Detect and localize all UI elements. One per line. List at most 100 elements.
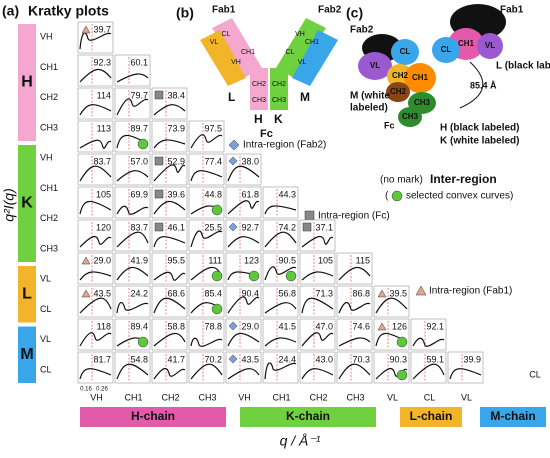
domain-label: CH1: [412, 73, 429, 82]
kratky-curve: [153, 236, 186, 248]
kratky-curve: [116, 363, 149, 380]
kratky-curve: [116, 302, 149, 314]
cell-value: 57.0: [130, 156, 148, 166]
y-axis-label: q²I(q): [1, 188, 17, 221]
kratky-curve: [79, 68, 112, 83]
cell-value: 92.3: [93, 57, 111, 67]
row-label: CH3: [40, 243, 58, 253]
group-bar: [18, 145, 36, 262]
kratky-curve: [79, 368, 112, 380]
kratky-curve: [153, 104, 186, 116]
kratky-curve: [264, 266, 297, 281]
label: M: [300, 90, 310, 104]
arm-l: [200, 30, 246, 86]
kratky-curve: [264, 337, 297, 347]
legend-square: [304, 210, 315, 221]
kratky-curve: [190, 337, 223, 347]
kratky-curve: [338, 337, 371, 347]
plot-cell: [151, 351, 188, 384]
legend-text: Intra-region (Fab2): [243, 140, 326, 151]
column-label: VH: [90, 392, 103, 402]
cell-value: 81.7: [93, 354, 111, 364]
kratky-curve: [338, 302, 371, 314]
kratky-curve: [227, 296, 260, 314]
marker-circle: [211, 303, 223, 315]
row-label: CH3: [40, 122, 58, 132]
domain-label: VL: [298, 59, 307, 66]
marker-triangle: [81, 25, 91, 34]
kratky-curve: [301, 236, 334, 248]
cell-value: 59.1: [426, 354, 444, 364]
kratky-curve: [190, 170, 223, 182]
domain-label: CL: [222, 31, 231, 38]
label: Fc: [260, 128, 273, 140]
domain-label: CH2: [390, 87, 407, 96]
cell-value: 105: [96, 189, 111, 199]
chain-label: L-chain: [410, 409, 453, 423]
cell-value: 29.0: [93, 255, 111, 265]
marker-diamond: [228, 354, 238, 364]
kratky-curve: [227, 332, 260, 347]
label: Fab2: [350, 25, 374, 36]
domain-label: CH2: [272, 81, 286, 88]
kratky-curve: [412, 363, 445, 380]
domain-label: VH: [474, 17, 485, 26]
cell-value: 54.8: [130, 354, 148, 364]
kratky-curve: [79, 32, 112, 50]
kratky-curve: [227, 368, 260, 380]
domain-label: CH1: [241, 49, 255, 56]
plot-cell: [188, 351, 225, 384]
domain-label: CH3: [272, 97, 286, 104]
kratky-curve: [116, 231, 149, 248]
label: H: [254, 112, 263, 126]
kratky-curve: [116, 266, 149, 281]
marker-triangle: [81, 289, 91, 298]
kratky-curve: [190, 134, 223, 149]
plot-cell: [336, 318, 373, 351]
stem-h: [250, 68, 268, 110]
kratky-curve: [227, 165, 260, 182]
cell-value: 41.7: [167, 354, 185, 364]
column-label: CL: [529, 369, 541, 379]
kratky-curve: [116, 98, 149, 116]
cell-value: 73.9: [167, 123, 185, 133]
tick-label: 0.26: [96, 387, 108, 393]
plot-cell: [262, 318, 299, 351]
chain-bar: [80, 407, 226, 427]
chain-bar: [480, 407, 546, 427]
marker-square: [154, 222, 164, 232]
kratky-curve: [264, 302, 297, 314]
plot-cell: [77, 153, 114, 186]
domain-label: CL: [400, 47, 411, 56]
column-label: CH3: [198, 392, 216, 402]
group-bar: [18, 326, 36, 383]
plot-cell: [262, 252, 299, 285]
column-label: CH3: [346, 392, 364, 402]
kratky-curve: [153, 200, 186, 215]
cell-value: 92.7: [241, 222, 259, 232]
domain-label: CH3: [414, 98, 431, 107]
marker-circle: [211, 270, 223, 282]
cell-value: 39.9: [463, 354, 481, 364]
cell-value: 90.3: [389, 354, 407, 364]
row-label: VL: [40, 274, 51, 284]
kratky-curve: [301, 332, 334, 347]
cell-value: 77.4: [204, 156, 222, 166]
kratky-curve: [79, 165, 112, 182]
cell-value: 70.2: [204, 354, 222, 364]
plot-cell: [299, 252, 336, 285]
plot-cell: [410, 318, 447, 351]
legend-circle: [391, 190, 403, 202]
cell-value: 126: [392, 321, 407, 331]
cell-value: 43.5: [241, 354, 259, 364]
row-label: CH2: [40, 92, 58, 102]
panel-label: (c): [346, 5, 363, 21]
column-label: CH1: [124, 392, 142, 402]
domain-label: CH2: [252, 81, 266, 88]
plot-cell: [77, 252, 114, 285]
plot-cell: [447, 351, 484, 384]
label: Fc: [384, 120, 395, 130]
legend-text: Intra-region (Fab1): [429, 286, 512, 297]
cell-value: 41.5: [278, 321, 296, 331]
